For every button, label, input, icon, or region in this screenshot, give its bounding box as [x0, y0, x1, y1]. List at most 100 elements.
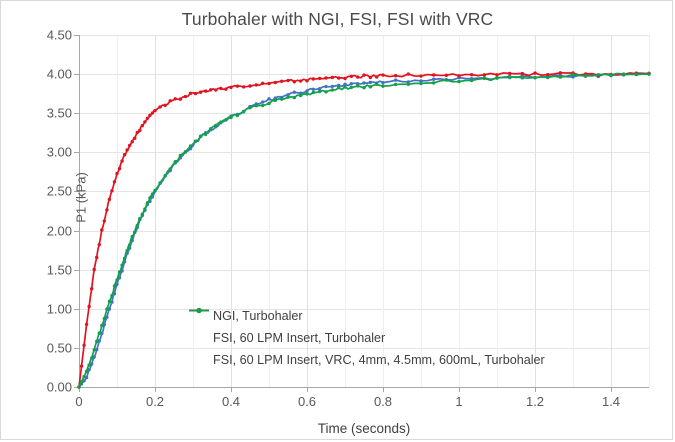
y-tick-label: 2.00: [46, 223, 72, 239]
series-marker: [362, 81, 366, 85]
series-marker: [198, 90, 203, 94]
series-marker: [153, 188, 157, 193]
series-marker: [374, 82, 379, 86]
series-marker: [457, 74, 461, 78]
series-marker: [368, 85, 373, 89]
series-marker: [558, 71, 563, 75]
series-marker: [533, 71, 537, 75]
series-marker: [229, 85, 233, 90]
series-marker: [260, 81, 265, 85]
series-marker: [298, 79, 303, 83]
y-tick-label: 3.00: [46, 144, 72, 160]
legend-item[interactable]: FSI, 60 LPM Insert, VRC, 4mm, 4.5mm, 600…: [189, 307, 545, 371]
series-marker: [393, 74, 398, 78]
series-marker: [520, 71, 525, 76]
series-marker: [97, 242, 101, 247]
gridline-vertical: [573, 35, 574, 387]
y-tick-label: 1.00: [46, 301, 72, 317]
series-marker: [87, 363, 91, 367]
series-marker: [647, 72, 651, 76]
series-marker: [115, 278, 119, 282]
series-marker: [298, 93, 303, 98]
x-axis-title: Time (seconds): [317, 421, 411, 436]
series-marker: [125, 249, 129, 253]
series-marker: [507, 71, 512, 76]
series-marker: [120, 159, 124, 163]
series-marker: [235, 113, 240, 118]
legend-swatch-icon: [189, 307, 209, 366]
series-marker: [311, 77, 316, 81]
legend-item[interactable]: NGI, Turbohaler: [189, 305, 545, 327]
series-marker: [102, 316, 107, 321]
series-marker: [224, 118, 228, 122]
x-tick-label: 0.6: [297, 394, 317, 409]
x-tick-label: 1.4: [601, 394, 621, 409]
series-marker: [457, 79, 461, 84]
series-marker: [140, 212, 145, 216]
series-marker: [107, 299, 112, 304]
series-marker: [571, 72, 575, 77]
series-marker: [267, 97, 271, 101]
y-tick-label: 4.50: [46, 27, 72, 43]
legend-label: FSI, 60 LPM Insert, VRC, 4mm, 4.5mm, 600…: [213, 352, 545, 367]
legend-label: NGI, Turbohaler: [213, 308, 303, 323]
series-marker: [317, 76, 322, 81]
series-marker: [178, 153, 183, 158]
series-marker: [241, 85, 246, 89]
series-marker: [117, 270, 122, 274]
series-marker: [79, 364, 84, 368]
gridline-vertical: [345, 35, 346, 387]
series-marker: [112, 284, 117, 288]
series-marker: [355, 84, 360, 88]
series-marker: [100, 323, 104, 328]
series-marker: [292, 90, 297, 94]
series-marker: [145, 201, 150, 205]
series-marker: [173, 160, 177, 164]
series-marker: [330, 84, 335, 89]
series-marker: [324, 90, 328, 94]
series-marker: [214, 88, 218, 92]
series-marker: [79, 380, 84, 384]
series-marker: [273, 96, 278, 100]
gridline-vertical: [193, 35, 194, 387]
series-marker: [324, 76, 328, 80]
y-tick-label: 3.50: [46, 105, 72, 121]
series-marker: [183, 94, 188, 99]
gridline-horizontal: [79, 230, 649, 232]
series-marker: [188, 91, 193, 96]
y-axis-line: [79, 35, 80, 387]
series-2: [77, 72, 651, 389]
series-marker: [153, 108, 157, 113]
series-marker: [495, 73, 499, 77]
series-marker: [105, 315, 109, 319]
series-marker: [393, 78, 398, 82]
series-marker: [609, 73, 613, 77]
series-marker: [495, 75, 499, 80]
legend-item[interactable]: FSI, 60 LPM Insert, Turbohaler: [189, 307, 545, 349]
chart-legend: NGI, Turbohaler FSI, 60 LPM Insert, Turbo…: [189, 305, 545, 371]
series-marker: [317, 86, 322, 91]
x-tick-mark: [535, 387, 536, 392]
series-marker: [178, 97, 183, 101]
series-marker: [286, 95, 290, 99]
series-marker: [381, 80, 385, 85]
series-marker: [406, 82, 411, 86]
series-marker: [229, 115, 233, 120]
series-marker: [292, 95, 297, 100]
series-marker: [140, 123, 145, 128]
x-tick-label: 0.8: [373, 394, 393, 409]
series-marker: [533, 75, 537, 80]
series-marker: [393, 82, 398, 87]
series-marker: [507, 75, 512, 80]
series-marker: [143, 120, 147, 124]
series-marker: [311, 90, 316, 95]
series-marker: [431, 77, 436, 81]
series-marker: [545, 75, 550, 80]
series-marker: [122, 256, 127, 261]
series-marker: [444, 78, 449, 82]
series-marker: [558, 75, 563, 79]
x-tick-label: 1.2: [525, 394, 545, 409]
series-marker: [87, 367, 91, 372]
series-marker: [188, 144, 193, 148]
x-tick-mark: [383, 387, 384, 392]
